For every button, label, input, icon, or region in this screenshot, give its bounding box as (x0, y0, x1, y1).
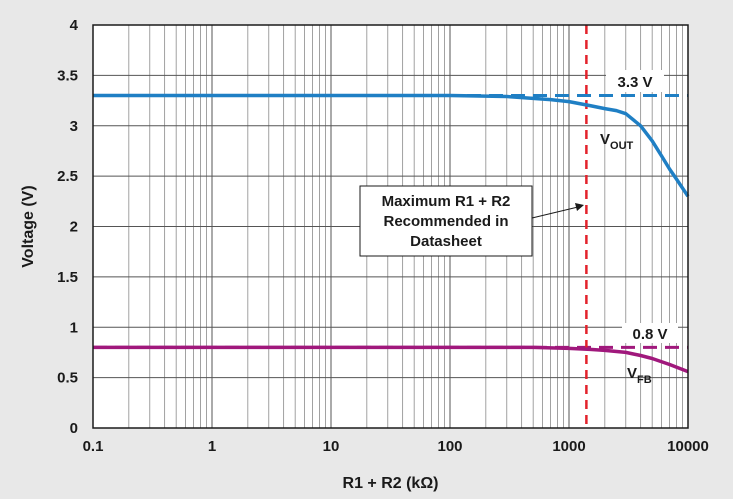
series-line-vfb (93, 345, 689, 374)
series-line-vout (93, 93, 690, 198)
y-tick-label: 2 (70, 219, 78, 236)
vfb-label-sub: FB (637, 374, 652, 386)
x-tick-label: 0.1 (83, 438, 104, 455)
vfb-label-main: V (627, 365, 637, 382)
ref-0v8-label-box: 0.8 V (622, 323, 678, 343)
y-tick-label: 1 (70, 319, 78, 336)
y-tick-label: 1.5 (57, 269, 78, 286)
y-axis-title: Voltage (V) (20, 185, 37, 267)
ref-3v3-label: 3.3 V (617, 74, 652, 91)
callout-line-3: Datasheet (410, 233, 482, 250)
y-tick-label: 3 (70, 118, 78, 135)
callout-box (359, 185, 533, 257)
x-tick-label: 1 (208, 438, 216, 455)
grid (92, 24, 689, 429)
x-tick-label: 100 (437, 438, 462, 455)
vout-label-sub: OUT (610, 140, 634, 152)
x-tick-label: 1000 (552, 438, 585, 455)
x-axis-title: R1 + R2 (kΩ) (343, 475, 439, 492)
callout-arrow-head (575, 203, 584, 211)
x-tick-labels: 0.1 1 10 100 1000 10000 (83, 438, 709, 455)
y-tick-labels: 0 0.5 1 1.5 2 2.5 3 3.5 4 (57, 17, 79, 437)
vout-label-main: V (600, 131, 610, 148)
series-lines (93, 25, 690, 428)
y-tick-label: 0 (70, 420, 78, 437)
plot-frame (92, 24, 689, 429)
callout-arrow-line (531, 206, 579, 219)
callout-line-1: Maximum R1 + R2 (382, 193, 511, 210)
vout-label: VOUT (600, 131, 634, 152)
ref-3v3-label-box: 3.3 V (606, 70, 664, 92)
vfb-label: VFB (627, 365, 652, 386)
x-tick-label: 10000 (667, 438, 709, 455)
callout-line-2: Recommended in (383, 213, 508, 230)
y-tick-label: 0.5 (57, 370, 78, 387)
y-tick-label: 3.5 (57, 67, 78, 84)
callout: Maximum R1 + R2 Recommended in Datasheet (359, 185, 584, 257)
ref-0v8-label: 0.8 V (632, 326, 667, 343)
y-tick-label: 2.5 (57, 168, 78, 185)
y-tick-label: 4 (70, 17, 79, 34)
x-tick-label: 10 (323, 438, 340, 455)
